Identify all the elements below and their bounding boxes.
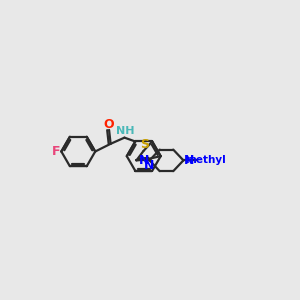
Text: N: N [139, 154, 149, 167]
Text: F: F [52, 145, 60, 158]
Text: N: N [144, 159, 154, 172]
Text: S: S [140, 138, 149, 151]
Text: O: O [103, 118, 114, 131]
Text: NH: NH [116, 126, 134, 136]
Text: N: N [184, 154, 194, 167]
Text: methyl: methyl [185, 155, 226, 165]
